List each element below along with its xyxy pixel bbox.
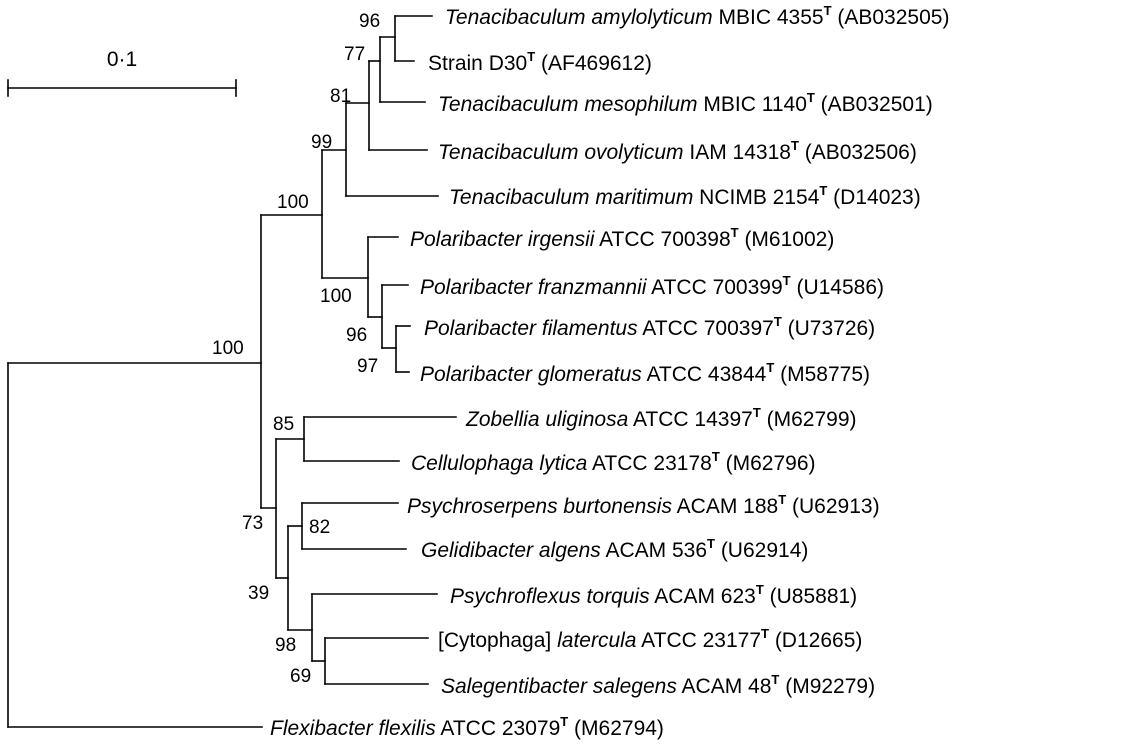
bootstrap-69: 69 xyxy=(290,666,311,687)
bootstrap-82: 82 xyxy=(309,517,330,538)
taxon-label: Polaribacter filamentus ATCC 700397T (U7… xyxy=(424,314,875,340)
bootstrap-39: 39 xyxy=(248,583,269,604)
bootstrap-100-polar: 100 xyxy=(320,286,352,307)
taxon-label: Gelidibacter algens ACAM 536T (U62914) xyxy=(421,536,808,562)
taxon-label: [Cytophaga] latercula ATCC 23177T (D1266… xyxy=(438,626,862,652)
taxon-label: Zobellia uliginosa ATCC 14397T (M62799) xyxy=(465,405,857,431)
taxon-label: Polaribacter irgensii ATCC 700398T (M610… xyxy=(410,225,834,251)
bootstrap-99: 99 xyxy=(311,132,332,153)
taxon-label: Salegentibacter salegens ACAM 48T (M9227… xyxy=(441,672,875,698)
bootstrap-81: 81 xyxy=(330,86,351,107)
bootstrap-96-amy: 96 xyxy=(359,11,380,32)
taxon-label: Tenacibaculum ovolyticum IAM 14318T (AB0… xyxy=(438,138,917,164)
bootstrap-85: 85 xyxy=(273,414,294,435)
bootstrap-100-tp: 100 xyxy=(277,192,309,213)
taxon-label: Polaribacter franzmannii ATCC 700399T (U… xyxy=(420,273,884,299)
bootstrap-100-root: 100 xyxy=(212,338,244,359)
bootstrap-96-polar: 96 xyxy=(346,325,367,346)
taxon-label: Cellulophaga lytica ATCC 23178T (M62796) xyxy=(411,449,816,475)
scale-bar-label: 0·1 xyxy=(107,48,137,71)
taxon-label: Strain D30T (AF469612) xyxy=(428,49,652,75)
taxon-label: Flexibacter flexilis ATCC 23079T (M62794… xyxy=(270,714,664,740)
taxon-label: Psychroflexus torquis ACAM 623T (U85881) xyxy=(450,582,857,608)
bootstrap-97: 97 xyxy=(357,356,378,377)
bootstrap-73: 73 xyxy=(242,513,263,534)
taxon-label: Tenacibaculum amylolyticum MBIC 4355T (A… xyxy=(445,3,949,29)
taxon-label: Polaribacter glomeratus ATCC 43844T (M58… xyxy=(420,360,870,386)
taxon-label: Psychroserpens burtonensis ACAM 188T (U6… xyxy=(407,492,880,518)
taxon-label: Tenacibaculum maritimum NCIMB 2154T (D14… xyxy=(449,183,921,209)
bootstrap-98: 98 xyxy=(275,635,296,656)
taxon-label: Tenacibaculum mesophilum MBIC 1140T (AB0… xyxy=(438,90,933,116)
bootstrap-77: 77 xyxy=(344,44,365,65)
